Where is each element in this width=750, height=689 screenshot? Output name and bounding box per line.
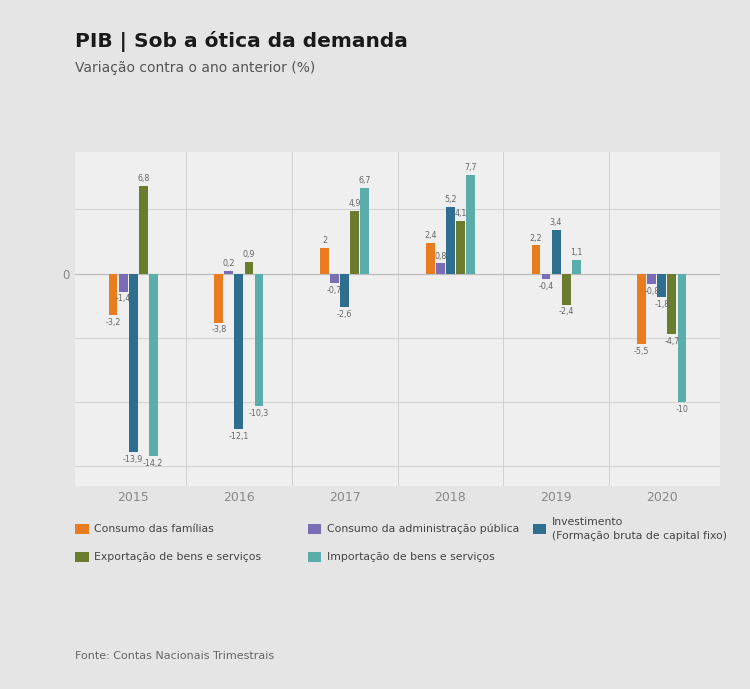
Bar [129,274,137,452]
Text: -1,4: -1,4 [116,294,130,303]
Bar [668,274,676,334]
Bar [118,274,128,291]
Bar [638,274,646,344]
Text: Consumo das famílias: Consumo das famílias [94,524,214,534]
Bar [542,274,550,279]
Text: 2,4: 2,4 [424,231,436,240]
Text: -3,2: -3,2 [106,318,121,327]
Text: 6,8: 6,8 [137,174,149,183]
Text: -14,2: -14,2 [143,459,164,468]
Text: 0,9: 0,9 [243,250,255,259]
Text: Consumo da administração pública: Consumo da administração pública [327,524,519,535]
Bar [456,221,465,274]
Bar [148,274,158,456]
Text: 7,7: 7,7 [464,163,477,172]
Text: -10: -10 [676,405,688,414]
Bar [330,274,339,282]
Bar [426,243,435,274]
Bar [320,248,329,274]
Text: Exportação de bens e serviços: Exportação de bens e serviços [94,552,262,562]
Bar [532,245,541,274]
Text: 2,2: 2,2 [530,234,542,243]
Bar [235,274,243,429]
Text: -0,4: -0,4 [538,282,554,291]
Bar [244,262,254,274]
Bar [340,274,349,307]
Bar [214,274,223,322]
Text: -0,7: -0,7 [327,285,342,294]
Text: -5,5: -5,5 [634,347,650,356]
Text: Importação de bens e serviços: Importação de bens e serviços [327,552,495,562]
Text: 1,1: 1,1 [570,248,583,257]
Text: Fonte: Contas Nacionais Trimestrais: Fonte: Contas Nacionais Trimestrais [75,651,274,661]
Bar [446,207,454,274]
Text: -12,1: -12,1 [229,432,249,441]
Text: Investimento: Investimento [552,517,623,527]
Text: -4,7: -4,7 [664,337,680,346]
Text: 2: 2 [322,236,327,245]
Text: -13,9: -13,9 [123,455,143,464]
Bar [436,263,445,274]
Text: 0,2: 0,2 [223,259,235,268]
Bar [224,271,233,274]
Text: 6,7: 6,7 [358,176,371,185]
Text: 4,9: 4,9 [349,199,361,208]
Text: -1,8: -1,8 [654,300,670,309]
Text: -2,6: -2,6 [337,310,352,319]
Bar [109,274,118,315]
Bar [350,211,359,274]
Text: 5,2: 5,2 [444,195,457,204]
Text: -2,4: -2,4 [559,307,574,316]
Text: -0,8: -0,8 [644,287,659,296]
Text: -3,8: -3,8 [211,325,226,334]
Bar [572,260,580,274]
Text: 3,4: 3,4 [550,218,562,227]
Text: 0,8: 0,8 [434,251,446,260]
Bar [677,274,686,402]
Bar [139,186,148,274]
Bar [562,274,571,305]
Bar [647,274,656,284]
Text: (Formação bruta de capital fixo): (Formação bruta de capital fixo) [552,531,727,541]
Bar [360,187,369,274]
Bar [552,230,560,274]
Bar [658,274,666,297]
Bar [254,274,263,406]
Text: PIB | Sob a ótica da demanda: PIB | Sob a ótica da demanda [75,31,408,52]
Text: 4,1: 4,1 [454,209,466,218]
Text: -10,3: -10,3 [249,409,269,418]
Text: Variação contra o ano anterior (%): Variação contra o ano anterior (%) [75,61,315,74]
Bar [466,175,475,274]
